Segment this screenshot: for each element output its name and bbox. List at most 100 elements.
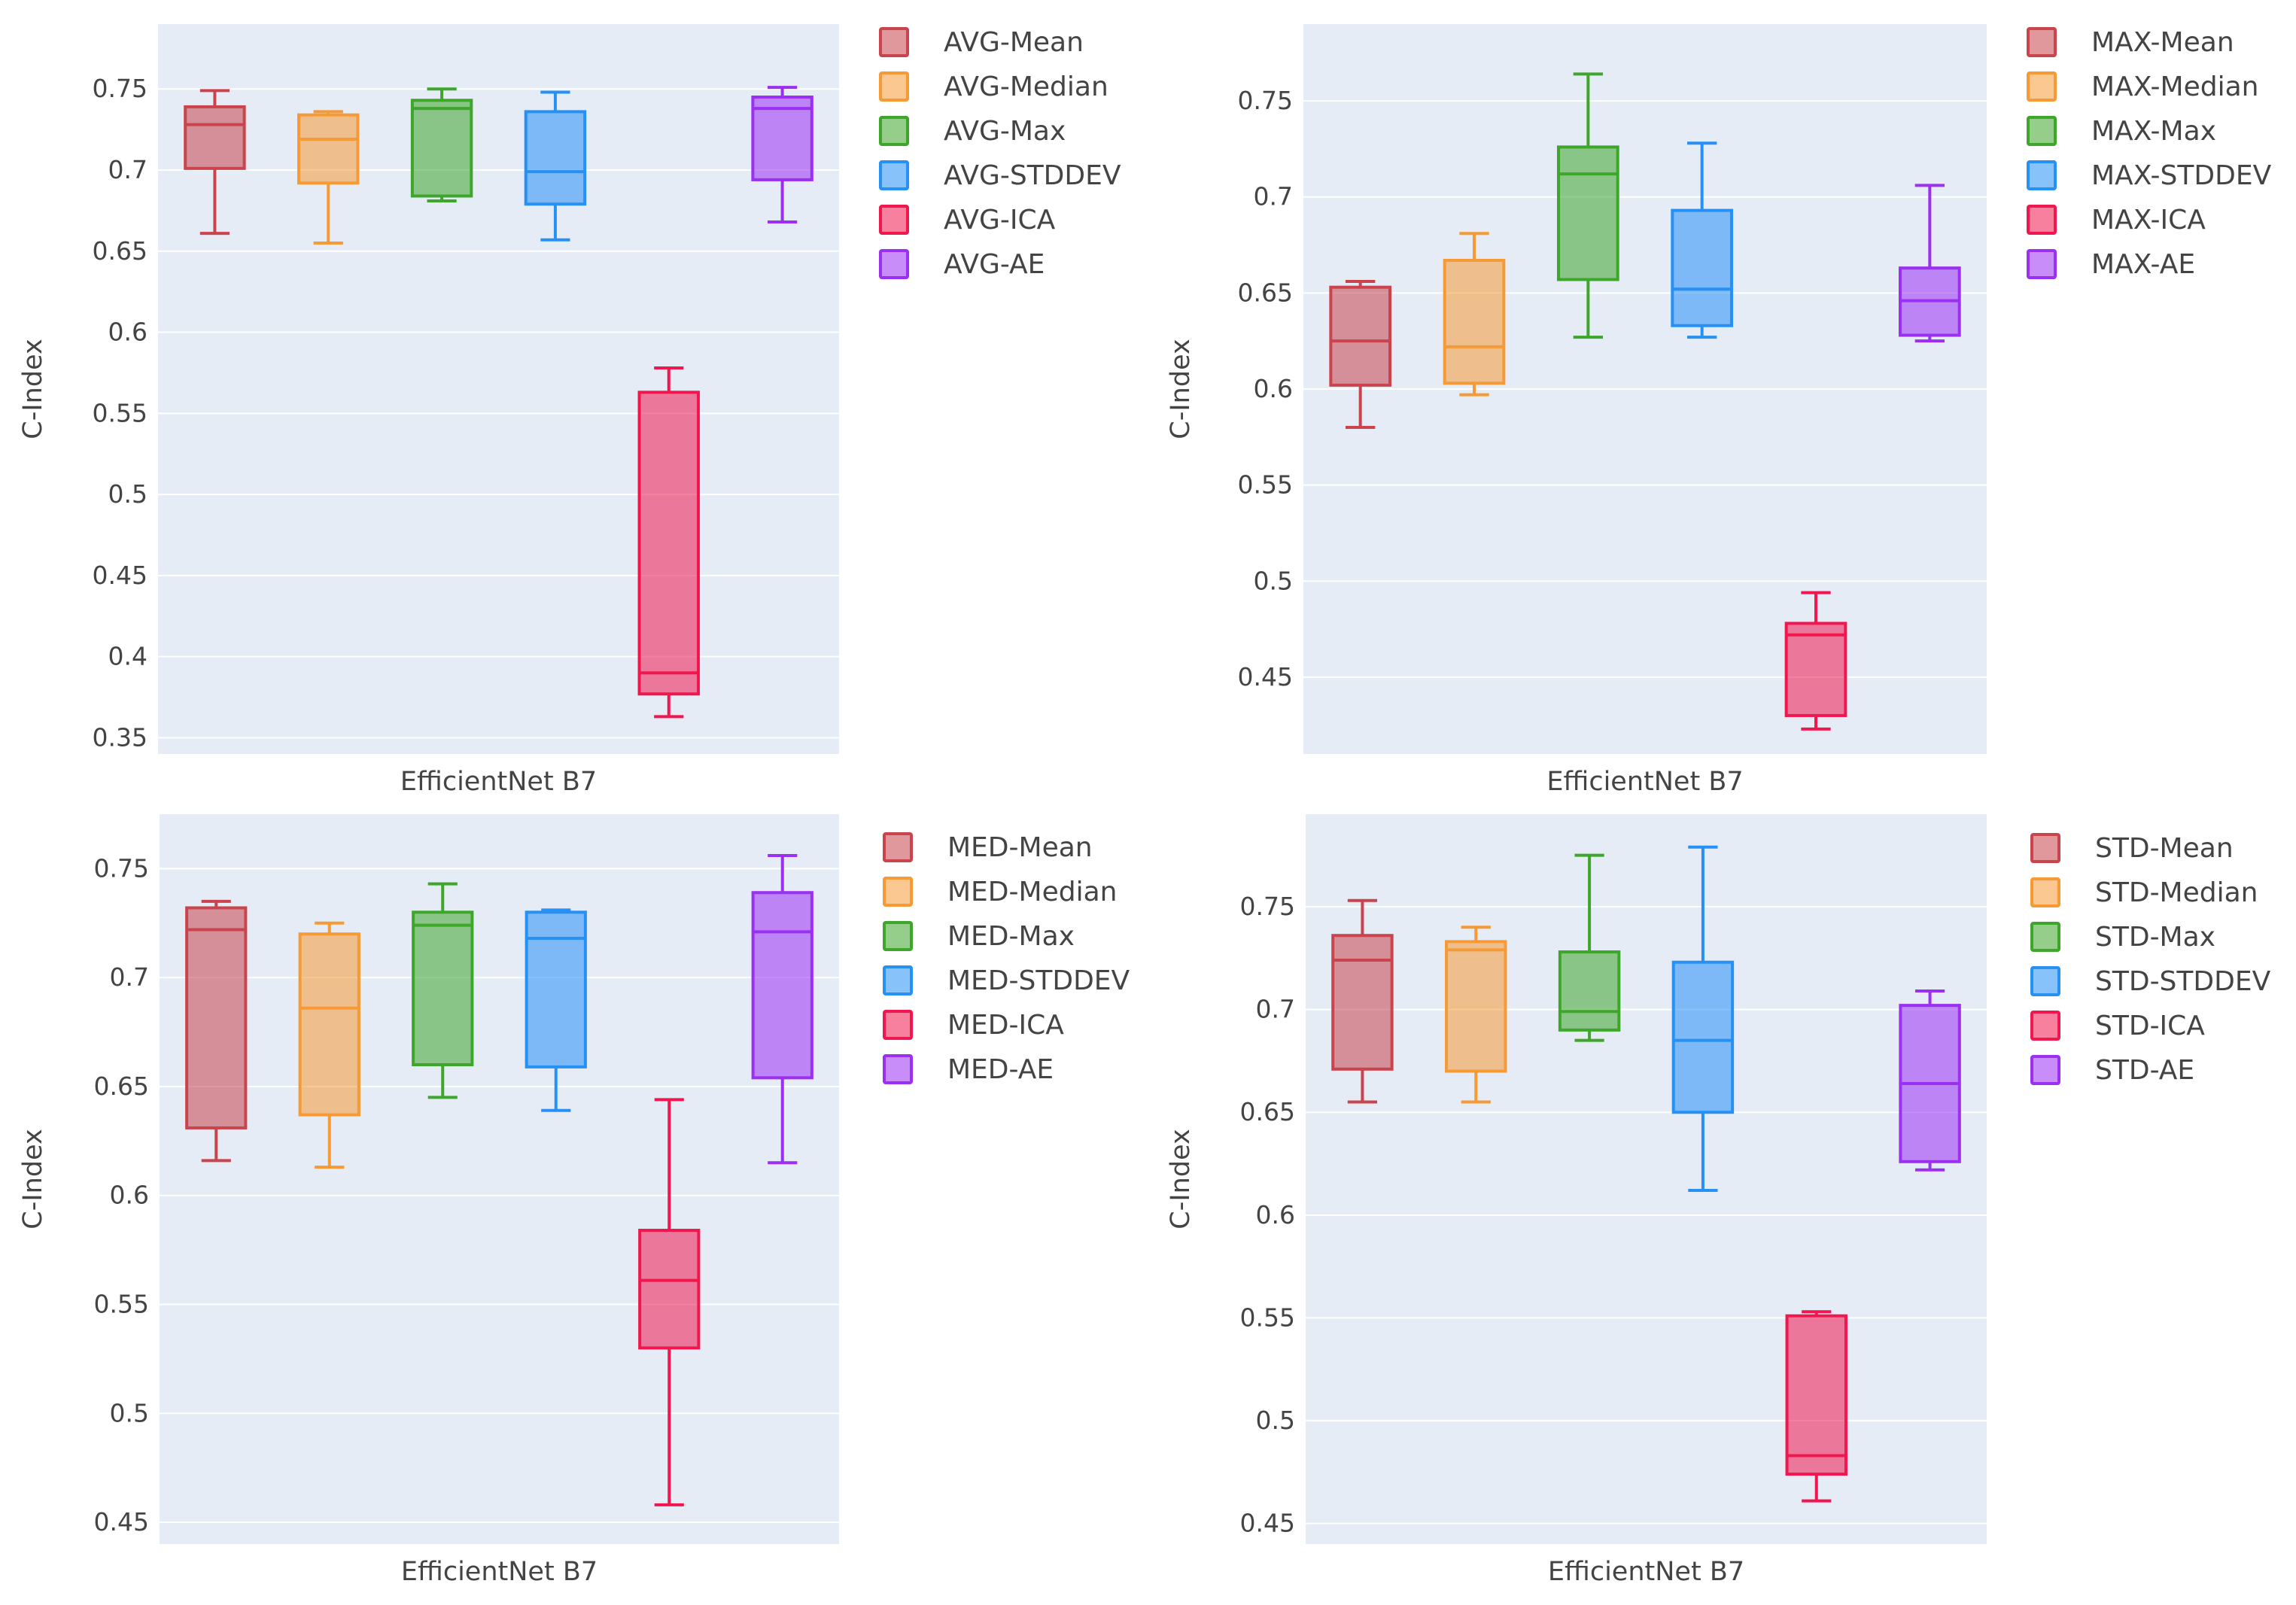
y-tick-label: 0.75 (1240, 892, 1295, 921)
legend-label: STD-Mean (2095, 833, 2234, 864)
y-tick-label: 0.6 (1254, 374, 1293, 403)
y-tick-label: 0.5 (108, 479, 147, 509)
box-std-median (1445, 926, 1507, 1104)
box-avg-ae (751, 86, 813, 223)
legend-item-max-mean: MAX-Mean (2027, 27, 2234, 58)
y-tick-label: 0.4 (108, 642, 147, 671)
box-iqr (410, 99, 473, 198)
box-iqr (751, 891, 813, 1080)
box-iqr (525, 910, 587, 1068)
legend-label: MED-Median (947, 877, 1117, 907)
legend-swatch (2030, 877, 2060, 907)
legend-item-med-mean: MED-Mean (883, 832, 1093, 863)
box-iqr (1331, 934, 1394, 1071)
legend-item-avg-mean: AVG-Mean (879, 27, 1084, 58)
y-tick-label: 0.7 (1256, 995, 1295, 1024)
box-iqr (1556, 145, 1619, 281)
y-tick-label: 0.65 (94, 1072, 149, 1101)
legend-swatch (883, 1054, 913, 1084)
box-std-stddev (1671, 845, 1735, 1193)
legend-swatch (2027, 160, 2057, 190)
box-iqr (298, 932, 360, 1117)
legend-label: AVG-ICA (944, 205, 1056, 236)
legend-item-std-ae: STD-AE (2030, 1055, 2194, 1086)
legend-swatch (2030, 833, 2060, 863)
legend-label: MAX-Median (2091, 71, 2259, 102)
legend-label: MED-AE (947, 1054, 1054, 1085)
y-tick-label: 0.55 (94, 1289, 149, 1318)
legend-label: AVG-Median (944, 71, 1108, 102)
legend-label: STD-Max (2095, 922, 2215, 953)
box-max-max (1556, 72, 1619, 339)
box-iqr (412, 910, 474, 1066)
legend-swatch (879, 205, 909, 235)
box-avg-ica (637, 366, 700, 719)
legend-label: MAX-ICA (2091, 205, 2206, 236)
box-avg-mean (184, 89, 246, 236)
y-tick-label: 0.65 (1238, 278, 1293, 307)
plot-background (158, 24, 839, 754)
box-iqr (751, 96, 813, 181)
y-tick-label: 0.75 (94, 853, 149, 883)
legend-label: AVG-STDDEV (944, 160, 1121, 191)
legend-swatch (2027, 205, 2057, 235)
y-tick-label: 0.7 (110, 962, 149, 992)
box-std-max (1558, 853, 1621, 1042)
box-med-mean (185, 899, 248, 1163)
y-axis-title: C-Index (18, 1129, 48, 1229)
legend-label: AVG-AE (944, 249, 1045, 280)
y-tick-label: 0.6 (110, 1181, 149, 1210)
box-iqr (1671, 960, 1735, 1114)
chart-med-svg: 0.45 0.5 0.55 0.6 0.65 0.7 0.75 C-Index Efficien… (18, 814, 1130, 1587)
box-iqr (1784, 622, 1847, 717)
y-axis-title: C-Index (1166, 339, 1196, 439)
box-med-ica (638, 1098, 701, 1506)
chart-panel-max: 0.45 0.5 0.55 0.6 0.65 0.7 0.75 C-Index Efficien… (1148, 0, 2295, 802)
box-iqr (297, 113, 360, 185)
legend-label: MED-Mean (947, 832, 1093, 863)
y-tick-label: 0.6 (1256, 1200, 1295, 1230)
y-tick-label: 0.55 (93, 398, 147, 427)
legend-item-avg-ae: AVG-AE (879, 249, 1045, 280)
y-tick-label: 0.5 (1254, 566, 1293, 595)
legend-swatch (2027, 116, 2057, 146)
y-tick-label: 0.45 (94, 1507, 149, 1537)
y-axis-title: C-Index (18, 339, 48, 439)
y-tick-label: 0.5 (110, 1398, 149, 1427)
chart-max-svg: 0.45 0.5 0.55 0.6 0.65 0.7 0.75 C-Index Efficien… (1166, 24, 2272, 797)
y-tick-label: 0.55 (1238, 470, 1293, 500)
box-iqr (1785, 1314, 1847, 1476)
y-tick-label: 0.6 (108, 318, 147, 347)
box-iqr (1329, 285, 1392, 387)
box-max-median (1443, 232, 1506, 397)
legend-item-max-stddev: MAX-STDDEV (2027, 160, 2272, 191)
chart-avg-svg: 0.35 0.4 0.45 0.5 0.55 0.6 0.65 0.7 0.75 C-Index E… (18, 24, 1121, 797)
box-avg-median (297, 110, 360, 245)
legend-item-std-stddev: STD-STDDEV (2030, 966, 2271, 997)
plot-background (160, 814, 839, 1544)
legend-item-med-ica: MED-ICA (883, 1010, 1064, 1041)
box-iqr (638, 1229, 701, 1350)
y-tick-label: 0.45 (93, 561, 147, 590)
legend-label: MAX-STDDEV (2091, 160, 2272, 191)
legend-swatch (2027, 71, 2057, 102)
y-tick-label: 0.75 (1238, 86, 1293, 115)
legend-label: STD-ICA (2095, 1011, 2205, 1041)
legend-swatch (883, 965, 913, 996)
legend-label: MED-ICA (947, 1010, 1064, 1041)
legend-item-avg-stddev: AVG-STDDEV (879, 160, 1121, 191)
legend-item-std-median: STD-Median (2030, 877, 2258, 908)
legend-item-std-ica: STD-ICA (2030, 1011, 2205, 1041)
legend-swatch (2030, 966, 2060, 996)
box-std-mean (1331, 898, 1394, 1104)
legend-item-std-max: STD-Max (2030, 922, 2215, 953)
legend-item-avg-max: AVG-Max (879, 116, 1066, 147)
box-std-ica (1785, 1310, 1847, 1503)
legend-swatch (879, 27, 909, 57)
box-max-stddev (1671, 141, 1734, 339)
x-axis-label: EfficientNet B7 (400, 767, 597, 797)
legend-label: STD-STDDEV (2095, 966, 2271, 997)
box-max-mean (1329, 280, 1392, 430)
legend-item-max-median: MAX-Median (2027, 71, 2259, 102)
legend-swatch (883, 832, 913, 862)
